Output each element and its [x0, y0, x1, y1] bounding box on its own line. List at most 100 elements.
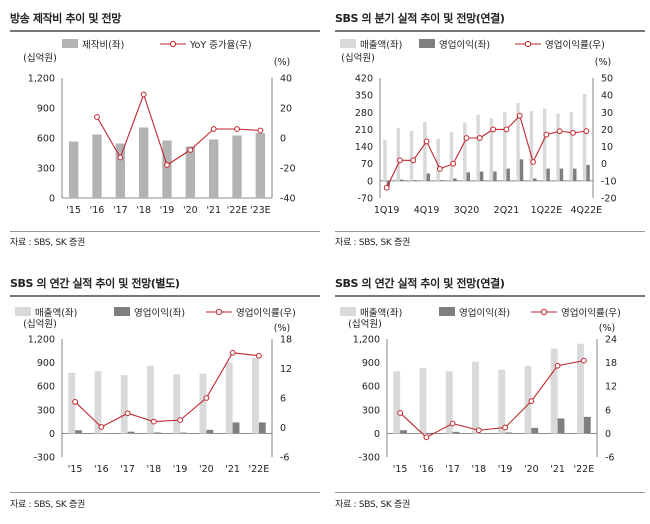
line-point: [530, 159, 536, 165]
y-tick-left: -70: [357, 194, 373, 205]
bar: [463, 122, 467, 181]
line-point: [124, 410, 131, 417]
bar: [180, 432, 187, 434]
bar: [557, 418, 565, 434]
bar: [426, 173, 431, 181]
bar: [569, 112, 574, 181]
y-tick-left: 0: [374, 429, 380, 440]
legend-label: 제작비(좌): [82, 40, 124, 51]
bar: [162, 140, 172, 198]
bar: [472, 361, 479, 434]
line-point: [423, 434, 430, 441]
line-point: [475, 427, 482, 434]
legend-label: YoY 증가율(우): [189, 40, 252, 51]
line-point: [229, 349, 236, 356]
line-point: [257, 127, 264, 134]
line-point: [437, 165, 443, 172]
x-tick-label: '19: [498, 464, 513, 475]
legend-swatch: [340, 39, 356, 48]
line-point: [117, 154, 124, 161]
line-point: [203, 395, 210, 401]
x-tick-label: 1Q22E: [531, 205, 563, 216]
legend-swatch: [340, 307, 356, 316]
x-tick-label: '23E: [250, 205, 271, 216]
line-point: [187, 147, 194, 153]
chart-annual-consolidated: 매출액(좌) 영업이익(좌) 영업이익률(우) (십억원) (%) -300 0 300 600…: [340, 307, 621, 475]
bar: [225, 362, 233, 434]
bar: [400, 430, 407, 434]
panel-title: SBS 의 연간 실적 추이 및 전망(별도): [10, 277, 180, 290]
line-point: [476, 135, 483, 141]
panel-production-cost: 방송 제작비 추이 및 전망 제작비(좌) YoY 증가율(우) (십억원) (%) 0…: [10, 10, 320, 250]
x-tick-label: '22E: [249, 464, 270, 475]
bar: [69, 141, 79, 198]
line-point: [210, 126, 217, 132]
x-tick-label: '20: [524, 464, 539, 475]
y-tick-right: 6: [280, 394, 286, 405]
line-point: [502, 424, 509, 431]
y-tick-right: -10: [601, 176, 617, 187]
y-tick-right: -40: [280, 194, 296, 205]
bar: [252, 357, 259, 434]
y-tick-left: 600: [37, 382, 55, 393]
line-point: [410, 157, 417, 164]
line-point: [570, 129, 576, 136]
bar: [531, 427, 539, 434]
bar: [524, 365, 532, 434]
y-tick-left: 1,200: [28, 74, 55, 85]
source-rule: [335, 492, 645, 493]
bar: [546, 168, 550, 181]
y-tick-left: 0: [367, 176, 373, 187]
y-tick-left: 1,200: [353, 335, 380, 346]
legend-swatch: [439, 307, 455, 316]
legend-label: 영업이익(좌): [459, 307, 510, 319]
title-rule: [335, 295, 645, 297]
y-tick-left: 300: [362, 405, 380, 416]
x-tick-label: 1Q19: [374, 205, 400, 216]
bar: [479, 171, 484, 181]
bar: [199, 373, 207, 434]
x-tick-label: 4Q22E: [571, 205, 603, 216]
bar: [94, 371, 102, 434]
line-point: [528, 398, 535, 405]
y-tick-right: 10: [601, 142, 613, 153]
panel-annual-consolidated: SBS 의 연간 실적 추이 및 전망(연결) 매출액(좌) 영업이익(좌) 영업이…: [335, 275, 645, 520]
bar: [173, 374, 181, 434]
y-tick-right: 12: [605, 382, 617, 393]
y-tick-right: -20: [280, 164, 296, 175]
legend-label: 영업이익률(우): [561, 307, 621, 319]
bar: [153, 432, 161, 434]
line-point: [580, 357, 587, 364]
line-point: [583, 128, 590, 135]
bar: [505, 432, 512, 434]
line-point: [503, 126, 510, 133]
bar: [489, 118, 494, 181]
x-tick-label: '17: [113, 205, 128, 216]
line-point: [234, 126, 240, 132]
y-tick-right: -6: [280, 453, 289, 464]
line-point: [383, 184, 390, 191]
legend-swatch: [419, 39, 435, 48]
y-tick-right: 0: [605, 429, 611, 440]
bar: [139, 127, 149, 198]
x-tick-label: '15: [68, 464, 83, 475]
y-axis-left-unit: (십억원): [23, 318, 57, 330]
y-tick-right: 18: [280, 335, 292, 346]
y-tick-left: 0: [49, 194, 55, 205]
x-tick-label: '18: [136, 205, 151, 216]
bar: [586, 164, 590, 181]
legend-swatch: [15, 307, 31, 316]
y-tick-right: 40: [601, 91, 613, 102]
bar: [413, 180, 417, 181]
line-point: [98, 424, 105, 430]
bar: [423, 122, 427, 181]
bar: [506, 168, 510, 181]
bar: [445, 371, 453, 434]
line-point: [397, 410, 404, 416]
panel-title: 방송 제작비 추이 및 전망: [10, 12, 121, 25]
legend-label: 영업이익률(우): [545, 39, 605, 51]
bar: [147, 365, 154, 434]
y-tick-right: 40: [280, 74, 292, 85]
x-tick-label: '20: [199, 464, 214, 475]
legend-marker: [540, 308, 548, 316]
